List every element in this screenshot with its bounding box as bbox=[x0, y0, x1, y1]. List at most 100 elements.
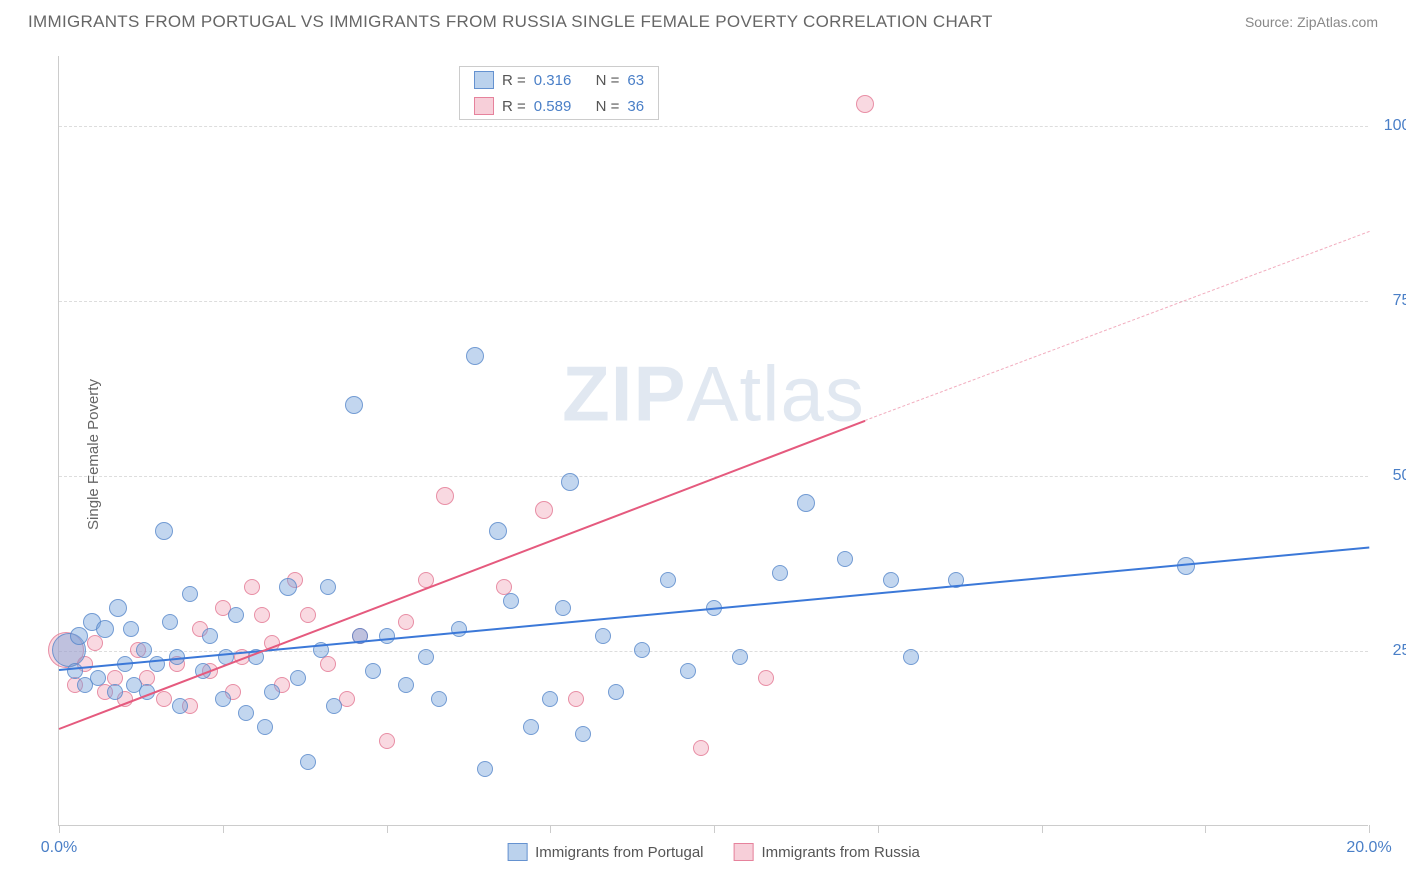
trendline-russia-extrapolated bbox=[864, 231, 1369, 422]
data-point-portugal bbox=[257, 719, 273, 735]
watermark-bold: ZIP bbox=[562, 350, 686, 438]
data-point-portugal bbox=[903, 649, 919, 665]
data-point-portugal bbox=[489, 522, 507, 540]
data-point-portugal bbox=[290, 670, 306, 686]
data-point-russia bbox=[254, 607, 270, 623]
data-point-russia bbox=[398, 614, 414, 630]
data-point-portugal bbox=[477, 761, 493, 777]
swatch-blue-icon bbox=[507, 843, 527, 861]
x-tick bbox=[1369, 825, 1370, 833]
y-tick-label: 25.0% bbox=[1378, 642, 1406, 660]
data-point-portugal bbox=[680, 663, 696, 679]
data-point-russia bbox=[244, 579, 260, 595]
legend-item-russia: Immigrants from Russia bbox=[734, 843, 920, 861]
data-point-portugal bbox=[575, 726, 591, 742]
data-point-portugal bbox=[320, 579, 336, 595]
y-tick-label: 75.0% bbox=[1378, 292, 1406, 310]
series-legend: Immigrants from Portugal Immigrants from… bbox=[507, 843, 920, 861]
legend-item-portugal: Immigrants from Portugal bbox=[507, 843, 703, 861]
data-point-portugal bbox=[123, 621, 139, 637]
r-label: R = bbox=[502, 98, 526, 115]
data-point-portugal bbox=[398, 677, 414, 693]
data-point-russia bbox=[758, 670, 774, 686]
data-point-russia bbox=[856, 95, 874, 113]
data-point-portugal bbox=[431, 691, 447, 707]
data-point-russia bbox=[300, 607, 316, 623]
data-point-portugal bbox=[172, 698, 188, 714]
legend-label-portugal: Immigrants from Portugal bbox=[535, 844, 703, 861]
data-point-portugal bbox=[107, 684, 123, 700]
data-point-portugal bbox=[238, 705, 254, 721]
data-point-portugal bbox=[264, 684, 280, 700]
x-tick bbox=[550, 825, 551, 833]
data-point-portugal bbox=[300, 754, 316, 770]
n-label: N = bbox=[596, 72, 620, 89]
n-label: N = bbox=[596, 98, 620, 115]
data-point-portugal bbox=[182, 586, 198, 602]
x-tick bbox=[223, 825, 224, 833]
data-point-portugal bbox=[561, 473, 579, 491]
data-point-portugal bbox=[542, 691, 558, 707]
watermark-light: Atlas bbox=[686, 350, 864, 438]
r-value-blue: 0.316 bbox=[534, 72, 572, 89]
data-point-portugal bbox=[555, 600, 571, 616]
swatch-pink-icon bbox=[734, 843, 754, 861]
n-value-blue: 63 bbox=[627, 72, 644, 89]
data-point-portugal bbox=[96, 620, 114, 638]
data-point-portugal bbox=[109, 599, 127, 617]
data-point-russia bbox=[156, 691, 172, 707]
x-tick bbox=[59, 825, 60, 833]
data-point-russia bbox=[693, 740, 709, 756]
legend-label-russia: Immigrants from Russia bbox=[762, 844, 920, 861]
source-attribution: Source: ZipAtlas.com bbox=[1245, 14, 1378, 30]
data-point-portugal bbox=[732, 649, 748, 665]
legend-row-blue: R = 0.316 N = 63 bbox=[460, 67, 658, 93]
data-point-portugal bbox=[523, 719, 539, 735]
r-label: R = bbox=[502, 72, 526, 89]
gridline bbox=[59, 126, 1368, 127]
data-point-russia bbox=[379, 733, 395, 749]
data-point-russia bbox=[535, 501, 553, 519]
data-point-portugal bbox=[215, 691, 231, 707]
x-tick bbox=[1205, 825, 1206, 833]
data-point-portugal bbox=[162, 614, 178, 630]
x-tick bbox=[878, 825, 879, 833]
data-point-portugal bbox=[772, 565, 788, 581]
data-point-portugal bbox=[67, 663, 83, 679]
data-point-portugal bbox=[837, 551, 853, 567]
data-point-portugal bbox=[660, 572, 676, 588]
data-point-portugal bbox=[365, 663, 381, 679]
correlation-legend: R = 0.316 N = 63 R = 0.589 N = 36 bbox=[459, 66, 659, 120]
y-tick-label: 50.0% bbox=[1378, 467, 1406, 485]
data-point-portugal bbox=[90, 670, 106, 686]
x-tick bbox=[387, 825, 388, 833]
watermark: ZIPAtlas bbox=[562, 349, 865, 440]
x-tick-label: 20.0% bbox=[1346, 839, 1391, 857]
data-point-portugal bbox=[797, 494, 815, 512]
data-point-russia bbox=[320, 656, 336, 672]
y-tick-label: 100.0% bbox=[1378, 117, 1406, 135]
data-point-portugal bbox=[608, 684, 624, 700]
swatch-blue-icon bbox=[474, 71, 494, 89]
swatch-pink-icon bbox=[474, 97, 494, 115]
data-point-russia bbox=[568, 691, 584, 707]
legend-row-pink: R = 0.589 N = 36 bbox=[460, 93, 658, 119]
plot-area: ZIPAtlas R = 0.316 N = 63 R = 0.589 N = … bbox=[58, 56, 1368, 826]
data-point-portugal bbox=[279, 578, 297, 596]
data-point-portugal bbox=[136, 642, 152, 658]
data-point-portugal bbox=[345, 396, 363, 414]
data-point-portugal bbox=[503, 593, 519, 609]
data-point-russia bbox=[436, 487, 454, 505]
x-tick bbox=[1042, 825, 1043, 833]
data-point-portugal bbox=[155, 522, 173, 540]
data-point-portugal bbox=[379, 628, 395, 644]
data-point-portugal bbox=[451, 621, 467, 637]
chart-container: Single Female Poverty ZIPAtlas R = 0.316… bbox=[48, 46, 1388, 858]
trendline-russia bbox=[59, 420, 865, 730]
data-point-portugal bbox=[326, 698, 342, 714]
data-point-portugal bbox=[70, 627, 88, 645]
data-point-portugal bbox=[202, 628, 218, 644]
x-tick-label: 0.0% bbox=[41, 839, 77, 857]
data-point-portugal bbox=[595, 628, 611, 644]
chart-title: IMMIGRANTS FROM PORTUGAL VS IMMIGRANTS F… bbox=[28, 12, 993, 32]
